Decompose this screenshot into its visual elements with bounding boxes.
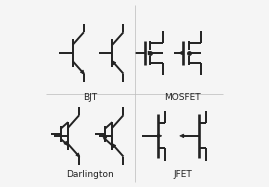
Text: BJT: BJT xyxy=(83,93,97,102)
Polygon shape xyxy=(80,70,84,74)
Polygon shape xyxy=(112,144,116,148)
Text: JFET: JFET xyxy=(173,170,192,179)
Polygon shape xyxy=(76,153,80,157)
Polygon shape xyxy=(112,61,116,65)
Polygon shape xyxy=(64,141,68,145)
Polygon shape xyxy=(180,134,184,138)
Polygon shape xyxy=(102,136,107,140)
Polygon shape xyxy=(158,134,162,138)
Polygon shape xyxy=(179,51,183,55)
Text: MOSFET: MOSFET xyxy=(164,93,201,102)
Polygon shape xyxy=(148,51,152,55)
Text: Darlington: Darlington xyxy=(66,170,114,179)
